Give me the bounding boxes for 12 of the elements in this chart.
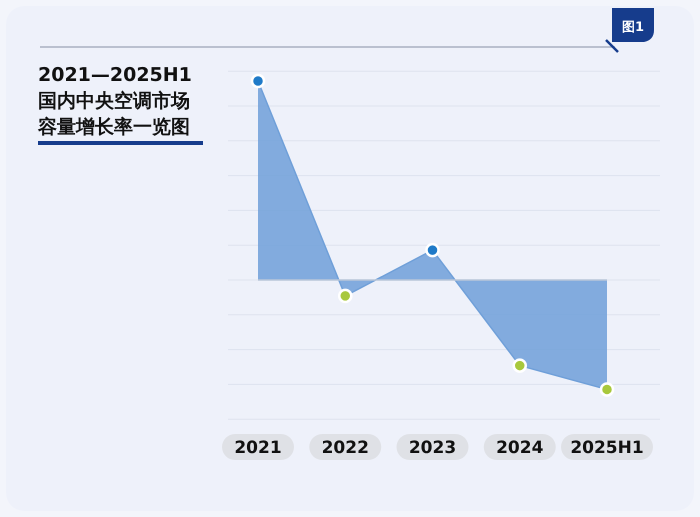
x-tick-label: 2021 [234, 438, 282, 458]
point [250, 74, 266, 88]
point [425, 242, 440, 258]
point [512, 358, 527, 373]
x-tick-label: 2025H1 [570, 438, 644, 458]
x-tick-label: 2023 [408, 438, 456, 458]
caption: 图1 [622, 20, 644, 35]
text: 2021—2025H1 国内中央空调市场容量增长率一览图 [38, 63, 193, 140]
x-tick-label: 2022 [322, 438, 369, 458]
point [338, 288, 352, 304]
point [600, 382, 614, 397]
x-tick-label: 2024 [496, 438, 544, 458]
